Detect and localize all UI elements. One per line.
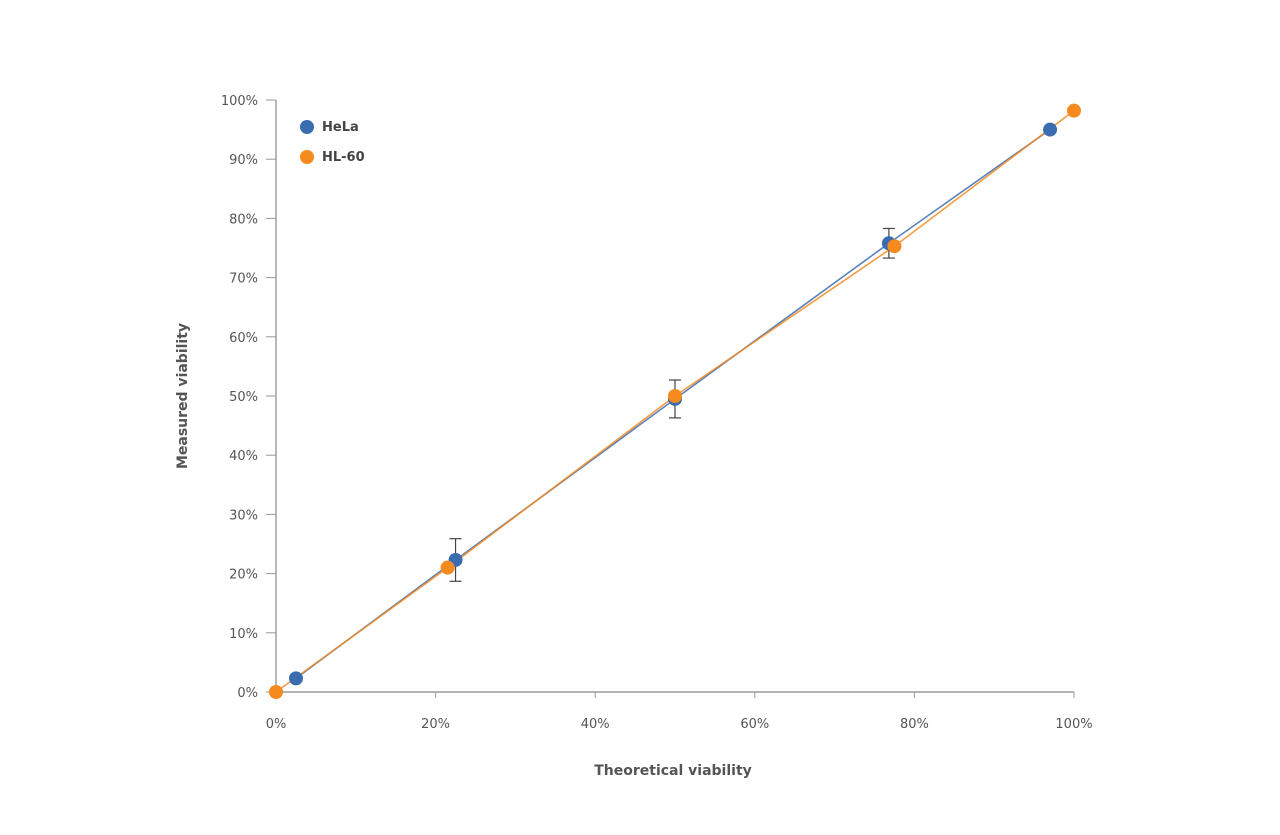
y-tick-label: 40% — [229, 449, 258, 464]
data-point-hl60 — [887, 239, 902, 254]
y-tick-label: 10% — [229, 627, 258, 642]
x-tick-label: 0% — [266, 717, 287, 732]
y-tick-label: 20% — [229, 568, 258, 583]
y-ticks: 0% 10% 20% 30% 40% 50% 60% 70% 80% 90% 100% — [221, 94, 276, 701]
y-tick-label: 0% — [237, 686, 258, 701]
data-point-hl60 — [1067, 103, 1081, 118]
y-tick-label: 90% — [229, 153, 258, 168]
legend-label-hela: HeLa — [322, 120, 359, 135]
data-point-hl60 — [668, 389, 682, 403]
y-tick-label: 100% — [221, 94, 258, 109]
data-point-hl60 — [440, 560, 455, 575]
legend-label-hl60: HL-60 — [322, 150, 365, 165]
y-axis-title: Measured viability — [175, 323, 191, 469]
x-axis-title: Theoretical viability — [594, 763, 752, 779]
data-point-hela — [288, 671, 303, 686]
data-points — [269, 103, 1081, 699]
data-point-hela — [1043, 122, 1058, 137]
x-tick-label: 80% — [900, 717, 929, 732]
x-tick-label: 40% — [581, 717, 610, 732]
y-tick-label: 80% — [229, 212, 258, 227]
y-tick-label: 70% — [229, 272, 258, 287]
data-point-hl60 — [269, 685, 283, 699]
y-tick-label: 50% — [229, 390, 258, 405]
legend-marker-hela — [300, 120, 314, 134]
y-tick-label: 30% — [229, 508, 258, 523]
y-tick-label: 60% — [229, 331, 258, 346]
x-tick-label: 20% — [421, 717, 450, 732]
x-tick-label: 60% — [740, 717, 769, 732]
x-tick-label: 100% — [1055, 717, 1092, 732]
x-ticks: 0% 20% 40% 60% 80% 100% — [266, 692, 1093, 732]
legend: HeLa HL-60 — [300, 120, 365, 165]
legend-marker-hl60 — [300, 150, 314, 164]
